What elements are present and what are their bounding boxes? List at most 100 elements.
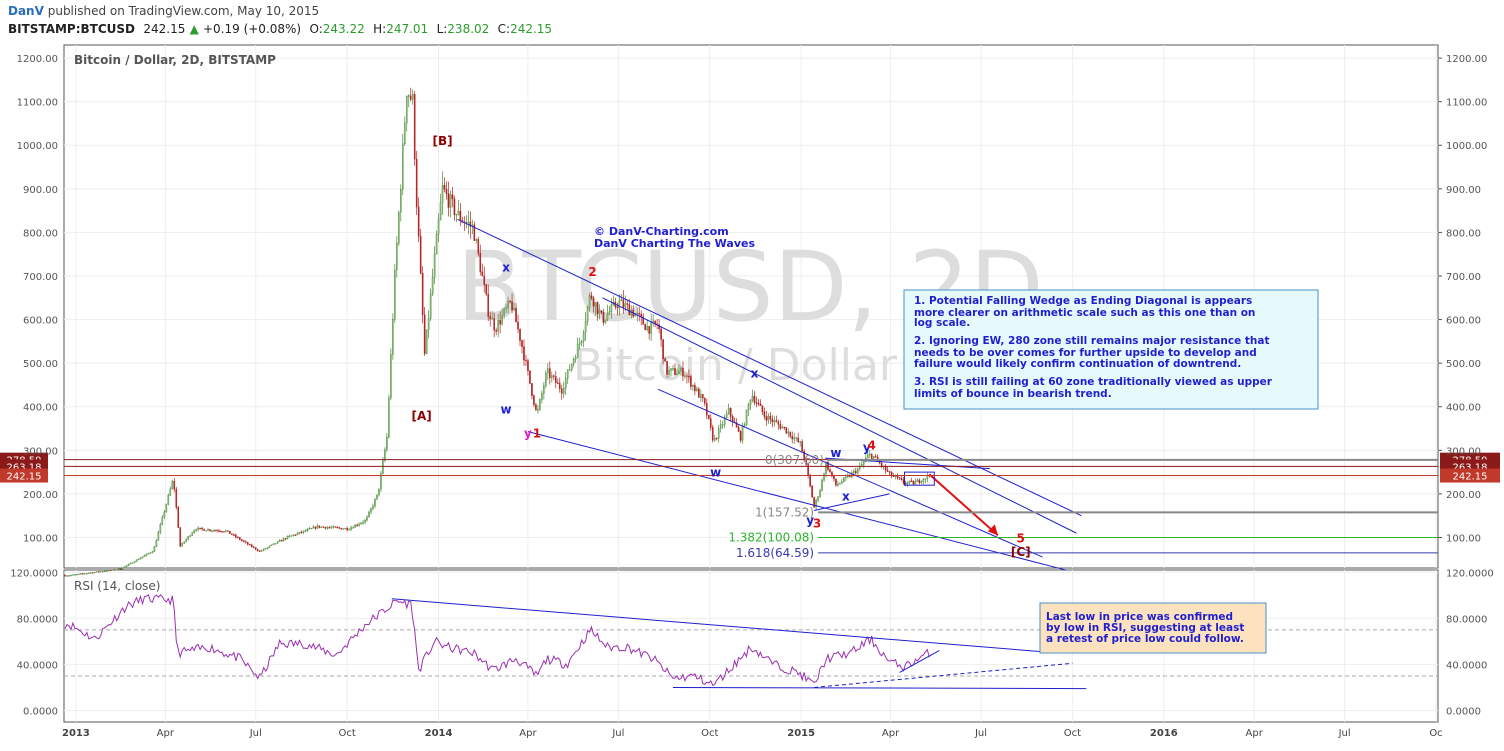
candle-body (801, 441, 803, 452)
candle-body (137, 558, 140, 561)
author-link[interactable]: DanV (8, 4, 44, 18)
candle-body (409, 95, 412, 100)
low-label: L: (436, 22, 448, 36)
candle-body (260, 550, 263, 552)
candle-body (113, 569, 116, 571)
candle-body (511, 301, 513, 311)
rsi-tick-left: 0.0000 (23, 706, 58, 717)
candle-body (121, 567, 124, 570)
candle-body (489, 316, 492, 319)
candle-body (906, 482, 909, 485)
open-value: 243.22 (322, 22, 365, 36)
price-tick-left: 300.00 (23, 446, 58, 457)
candle-body (320, 526, 323, 528)
projection-arrow-line (928, 473, 999, 537)
candle-body (157, 531, 160, 541)
candle-body (197, 527, 199, 531)
candle-body (562, 388, 565, 394)
candle-body (304, 530, 307, 532)
candle-body (262, 548, 265, 551)
price-tick-right: 700.00 (1446, 272, 1481, 283)
candle-body (469, 221, 472, 227)
wave-label: y (524, 426, 532, 440)
candle-body (294, 534, 297, 536)
candle-body (785, 427, 788, 434)
note-line: more clearer on arithmetic scale such as… (914, 307, 1255, 319)
candle-body (354, 524, 356, 528)
copyright-text: © DanV-Charting.com (594, 225, 729, 238)
watermark-name: Bitcoin / Dollar (573, 340, 898, 391)
candle-body (264, 548, 267, 550)
price-tick-right: 500.00 (1446, 359, 1481, 370)
candle-body (602, 311, 605, 323)
wave-label: w (501, 402, 512, 416)
candle-body (709, 418, 712, 428)
price-pane-title: Bitcoin / Dollar, 2D, BITSTAMP (74, 53, 276, 67)
rsi-series (64, 594, 1087, 690)
candle-body (554, 376, 557, 384)
candle-body (624, 303, 627, 308)
candle-body (348, 529, 350, 531)
candle-body (686, 375, 688, 377)
rsi-dashed-trend-line (814, 662, 1073, 688)
candle-body (300, 531, 303, 534)
candle-body (539, 399, 541, 410)
candle-body (545, 372, 547, 386)
price-tick-left: 1000.00 (17, 141, 58, 152)
wave-label: 4 (868, 438, 876, 452)
candle-body (219, 530, 221, 533)
candle-body (330, 527, 333, 529)
drawings: 278.59278.59263.18263.18242.15242.150(30… (0, 218, 1500, 571)
price-change: +0.19 (+0.08%) (202, 22, 302, 36)
wave-label: x (751, 367, 759, 381)
candle-body (433, 253, 436, 278)
price-tick-left: 600.00 (23, 316, 58, 327)
candle-body (360, 522, 362, 525)
candle-body (680, 367, 682, 372)
candle-body (604, 319, 607, 323)
candle-body (84, 573, 86, 575)
candle-body (288, 535, 291, 537)
candle-body (139, 557, 142, 560)
candle-body (620, 299, 623, 302)
rsi-note-line: Last low in price was confirmed (1046, 611, 1233, 623)
candle-body (467, 221, 470, 223)
note-line: 3. RSI is still failing at 60 zone tradi… (914, 376, 1273, 388)
candle-body (173, 481, 176, 490)
candle-body (646, 326, 648, 331)
candle-body (787, 431, 790, 434)
note-line: 2. Ignoring EW, 280 zone still remains m… (914, 335, 1269, 347)
candle-body (276, 541, 279, 544)
candle-body (813, 497, 815, 508)
candle-body (254, 547, 257, 550)
candle-body (713, 437, 716, 441)
candle-body (407, 95, 410, 97)
candle-body (401, 143, 404, 190)
time-tick: Oct (338, 728, 355, 739)
candle-body (707, 414, 710, 419)
candle-body (650, 321, 652, 334)
candle-body (668, 370, 670, 375)
publish-line: DanV published on TradingView.com, May 1… (8, 4, 319, 18)
candle-body (924, 478, 927, 480)
candle-body (165, 503, 168, 513)
candle-body (662, 339, 664, 360)
candle-body (781, 426, 784, 429)
candle-body (229, 530, 231, 534)
candle-body (513, 307, 515, 311)
candle-body (340, 527, 342, 530)
rsi-note-box (1039, 602, 1267, 654)
candle-body (358, 523, 360, 526)
candle-body (558, 382, 561, 389)
candle-body (721, 424, 724, 426)
price-tick-left: 700.00 (23, 272, 58, 283)
candle-body (648, 326, 650, 334)
candle-body (870, 453, 873, 459)
candle-body (94, 571, 96, 574)
candle-body (127, 563, 130, 566)
candle-body (652, 320, 654, 323)
candle-body (386, 436, 388, 450)
candle-body (568, 369, 571, 371)
candle-body (843, 477, 845, 482)
